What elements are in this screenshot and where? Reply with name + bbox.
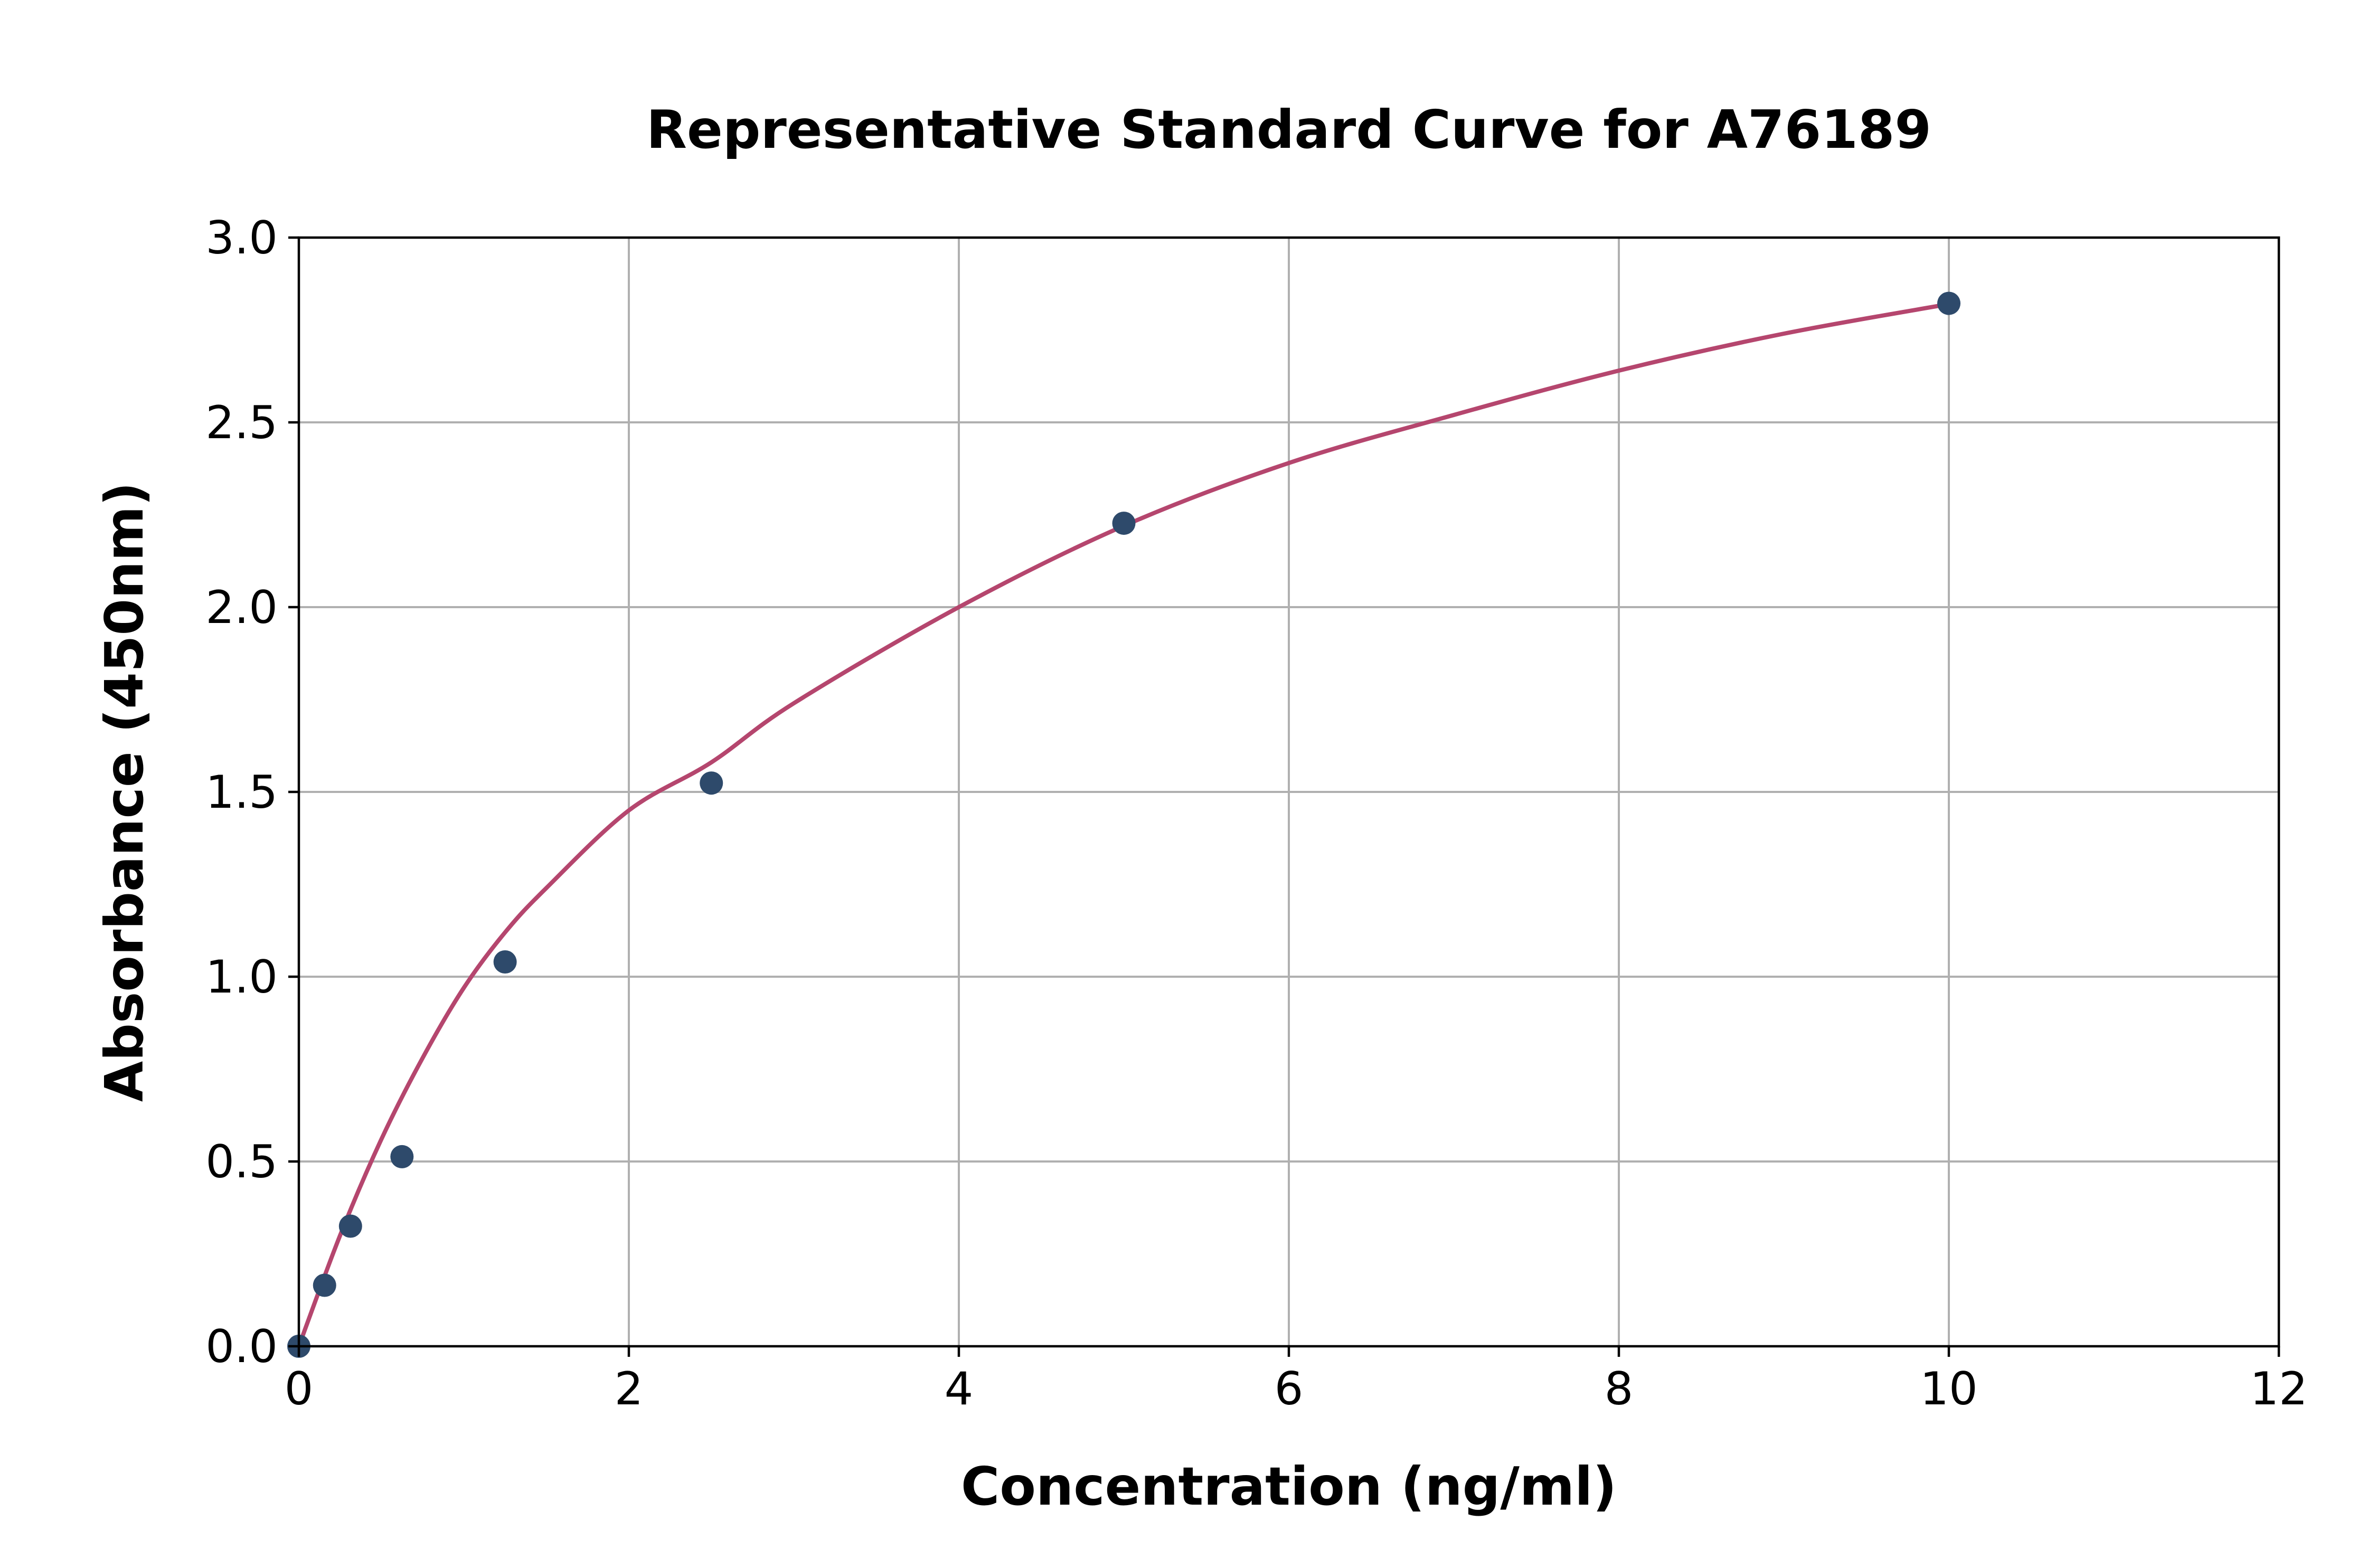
x-tick-label: 12 [2250, 1363, 2307, 1415]
y-tick-label: 0.0 [205, 1320, 278, 1373]
y-tick-label: 3.0 [205, 212, 278, 265]
y-tick-label: 2.0 [205, 581, 278, 634]
y-tick-label: 2.5 [205, 396, 278, 449]
data-point [390, 1145, 414, 1168]
data-point [313, 1273, 336, 1297]
x-axis-label: Concentration (ng/ml) [961, 1456, 1617, 1517]
fit-curve-line [297, 302, 1949, 1347]
y-tick-label: 0.5 [205, 1136, 278, 1188]
x-tick-label: 2 [615, 1363, 644, 1415]
chart-title: Representative Standard Curve for A76189 [646, 99, 1931, 160]
y-tick-label: 1.0 [205, 951, 278, 1004]
data-point [493, 950, 517, 974]
axis-ticks: 0 2 4 6 8 10 12 0.0 0.5 1.0 1.5 2.0 2.5 3.0 [205, 212, 2308, 1415]
x-tick-label: 4 [945, 1363, 974, 1415]
x-tick-label: 6 [1275, 1363, 1304, 1415]
data-point [1937, 291, 1960, 315]
data-point [700, 771, 723, 795]
y-axis-label: Absorbance (450nm) [93, 482, 155, 1102]
fit-curve-layer [297, 302, 1949, 1347]
x-tick-label: 0 [285, 1363, 314, 1415]
data-point [1112, 512, 1136, 535]
data-points-layer [287, 291, 1960, 1358]
x-tick-label: 10 [1920, 1363, 1977, 1415]
data-point [338, 1214, 362, 1238]
x-tick-label: 8 [1605, 1363, 1634, 1415]
y-tick-label: 1.5 [205, 766, 278, 819]
